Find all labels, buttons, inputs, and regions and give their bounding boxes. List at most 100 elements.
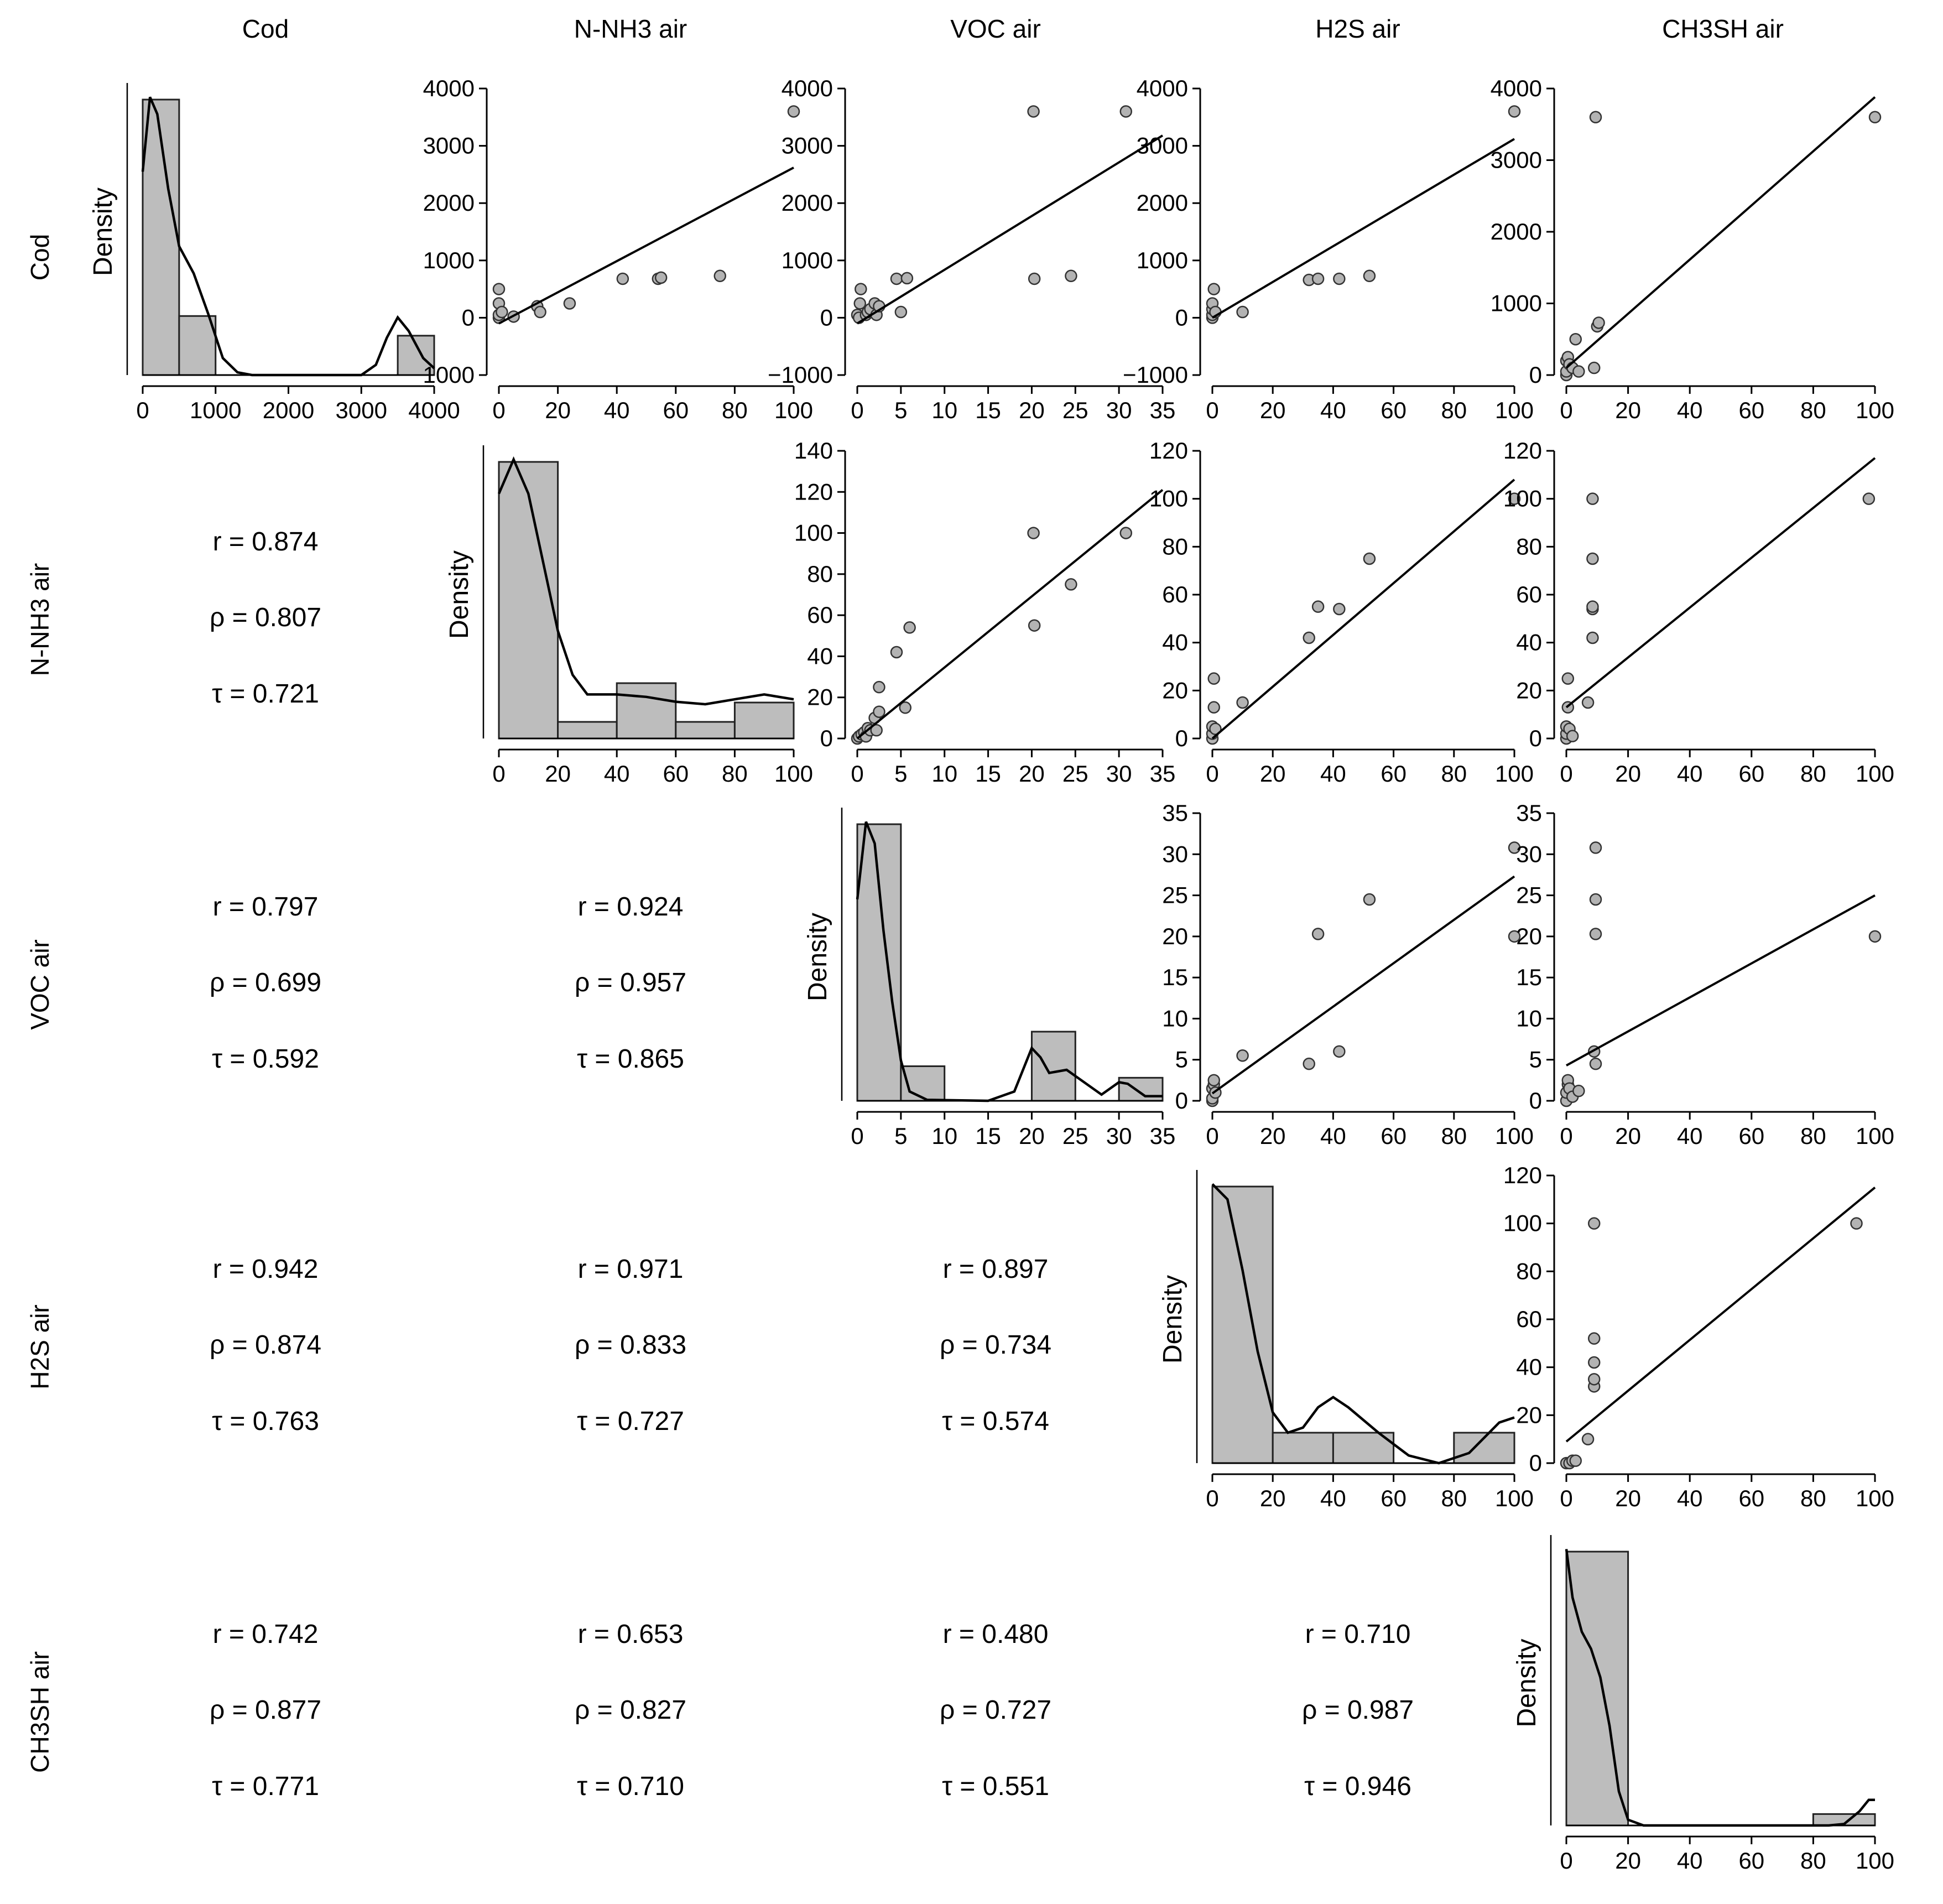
y-tick-label: 30 <box>1162 841 1188 867</box>
data-point <box>1028 619 1041 632</box>
y-tick-label: 3000 <box>1491 147 1542 173</box>
spearman-rho-label: ρ = 0.833 <box>575 1330 686 1360</box>
x-tick-label: 60 <box>1381 1123 1407 1149</box>
kendall-tau-label: τ = 0.865 <box>577 1044 684 1074</box>
row-headers: Cod N-NH3 air VOC air H2S air CH3SH air <box>25 234 54 1773</box>
y-tick-label: 60 <box>807 602 833 628</box>
regression-line <box>1211 478 1515 740</box>
data-point <box>1363 552 1376 565</box>
data-point <box>853 297 866 310</box>
y-tick-label: 0 <box>1529 362 1542 388</box>
x-tick-label: 100 <box>1856 1848 1894 1874</box>
data-point <box>1589 1057 1602 1070</box>
data-point <box>1207 283 1220 295</box>
x-tick-label: 25 <box>1062 397 1088 423</box>
y-tick-label: 25 <box>1516 882 1542 908</box>
histogram-bar <box>557 721 618 740</box>
y-tick-label: 80 <box>1162 533 1188 559</box>
spearman-rho-label: ρ = 0.827 <box>575 1695 686 1725</box>
y-tick-label: 120 <box>1503 438 1542 464</box>
x-tick-label: 10 <box>931 1123 957 1149</box>
y-tick-label: −1000 <box>1123 362 1188 388</box>
x-tick-label: 20 <box>545 397 571 423</box>
column-header-nnh3: N-NH3 air <box>574 14 687 43</box>
scatter-n-nh3-air-vs-h2s-air: 0 20 40 60 80 100 0 20 40 60 80 100 120 <box>1149 438 1534 787</box>
y-tick-label: 60 <box>1516 581 1542 607</box>
data-point <box>1569 1454 1582 1467</box>
regression-line <box>498 167 794 325</box>
data-point <box>1589 893 1602 906</box>
row-header-h2s: H2S air <box>25 1304 54 1389</box>
y-tick-label: 2000 <box>1137 190 1188 216</box>
y-tick-label: 40 <box>1516 1354 1542 1380</box>
scatter-cod-vs-h2s-air: 0 20 40 60 80 100 −1000 0 1000 2000 3000 4000 <box>1123 75 1534 423</box>
data-point <box>1311 928 1325 940</box>
x-tick-label: 40 <box>1320 397 1346 423</box>
data-point <box>534 305 546 319</box>
histogram-cod: 0 1000 2000 3000 4000 Density <box>88 83 460 423</box>
data-point <box>1586 600 1599 613</box>
x-tick-label: 20 <box>1260 1123 1286 1149</box>
x-tick-label: 80 <box>1441 1123 1467 1149</box>
y-tick-label: 140 <box>794 438 833 464</box>
data-point <box>899 701 911 714</box>
x-tick-label: 80 <box>1441 397 1467 423</box>
data-point <box>1592 316 1605 329</box>
x-tick-label: 60 <box>1381 397 1407 423</box>
x-tick-label: 100 <box>1495 761 1534 787</box>
y-tick-label: −1000 <box>768 362 833 388</box>
data-point <box>1065 578 1077 591</box>
kendall-tau-label: τ = 0.710 <box>577 1772 684 1801</box>
data-point <box>903 621 916 634</box>
x-tick-label: 80 <box>1800 1123 1826 1149</box>
y-tick-label: 120 <box>794 478 833 504</box>
x-tick-label: 0 <box>1206 1485 1218 1511</box>
y-tick-label: 100 <box>1503 1210 1542 1236</box>
correlation-block-h2s-air-n-nh3-air: r = 0.971 ρ = 0.833 τ = 0.727 <box>575 1255 686 1436</box>
data-point <box>1508 105 1521 118</box>
data-point <box>1569 333 1582 346</box>
x-tick-label: 60 <box>663 761 689 787</box>
y-tick-label: 4000 <box>1491 75 1542 101</box>
data-point <box>1119 105 1133 118</box>
regression-line <box>1211 875 1515 1095</box>
x-tick-label: 0 <box>492 761 505 787</box>
y-tick-label: 60 <box>1516 1306 1542 1332</box>
x-tick-label: 0 <box>492 397 505 423</box>
data-point <box>1589 928 1602 940</box>
histogram-bar <box>1332 1432 1395 1464</box>
y-tick-label: 120 <box>1503 1162 1542 1188</box>
scatter-n-nh3-air-vs-voc-air: 0 5 10 15 20 25 30 35 0 20 40 60 80 100 120 140 <box>794 438 1175 787</box>
spearman-rho-label: ρ = 0.727 <box>940 1695 1051 1725</box>
x-tick-label: 15 <box>975 761 1001 787</box>
density-curve <box>856 821 1163 1102</box>
x-tick-label: 20 <box>1615 1848 1641 1874</box>
x-tick-label: 10 <box>931 397 957 423</box>
y-tick-label: 100 <box>794 520 833 546</box>
pearson-r-label: r = 0.742 <box>213 1620 319 1649</box>
data-point <box>1311 600 1325 613</box>
data-point <box>654 271 668 284</box>
y-tick-label: 1000 <box>782 247 833 273</box>
data-point <box>873 680 885 694</box>
data-point <box>1586 552 1599 565</box>
x-tick-label: 20 <box>1260 1485 1286 1511</box>
x-tick-label: 40 <box>1320 1123 1346 1149</box>
x-tick-label: 100 <box>774 397 813 423</box>
density-axis-label: Density <box>445 550 474 639</box>
x-tick-label: 35 <box>1150 761 1176 787</box>
x-tick-label: 100 <box>1856 1123 1894 1149</box>
histogram-bar <box>1272 1432 1334 1464</box>
x-tick-label: 0 <box>851 761 863 787</box>
x-tick-label: 35 <box>1150 397 1176 423</box>
x-tick-label: 100 <box>1856 397 1894 423</box>
x-tick-label: 3000 <box>336 397 387 423</box>
data-point <box>1572 1084 1585 1097</box>
x-tick-label: 0 <box>1560 761 1572 787</box>
kendall-tau-label: τ = 0.721 <box>212 679 319 709</box>
data-point <box>1508 930 1521 943</box>
y-tick-label: 80 <box>1516 533 1542 559</box>
y-tick-label: 0 <box>1175 725 1188 751</box>
y-tick-label: 20 <box>807 684 833 710</box>
x-tick-label: 100 <box>1856 1485 1894 1511</box>
